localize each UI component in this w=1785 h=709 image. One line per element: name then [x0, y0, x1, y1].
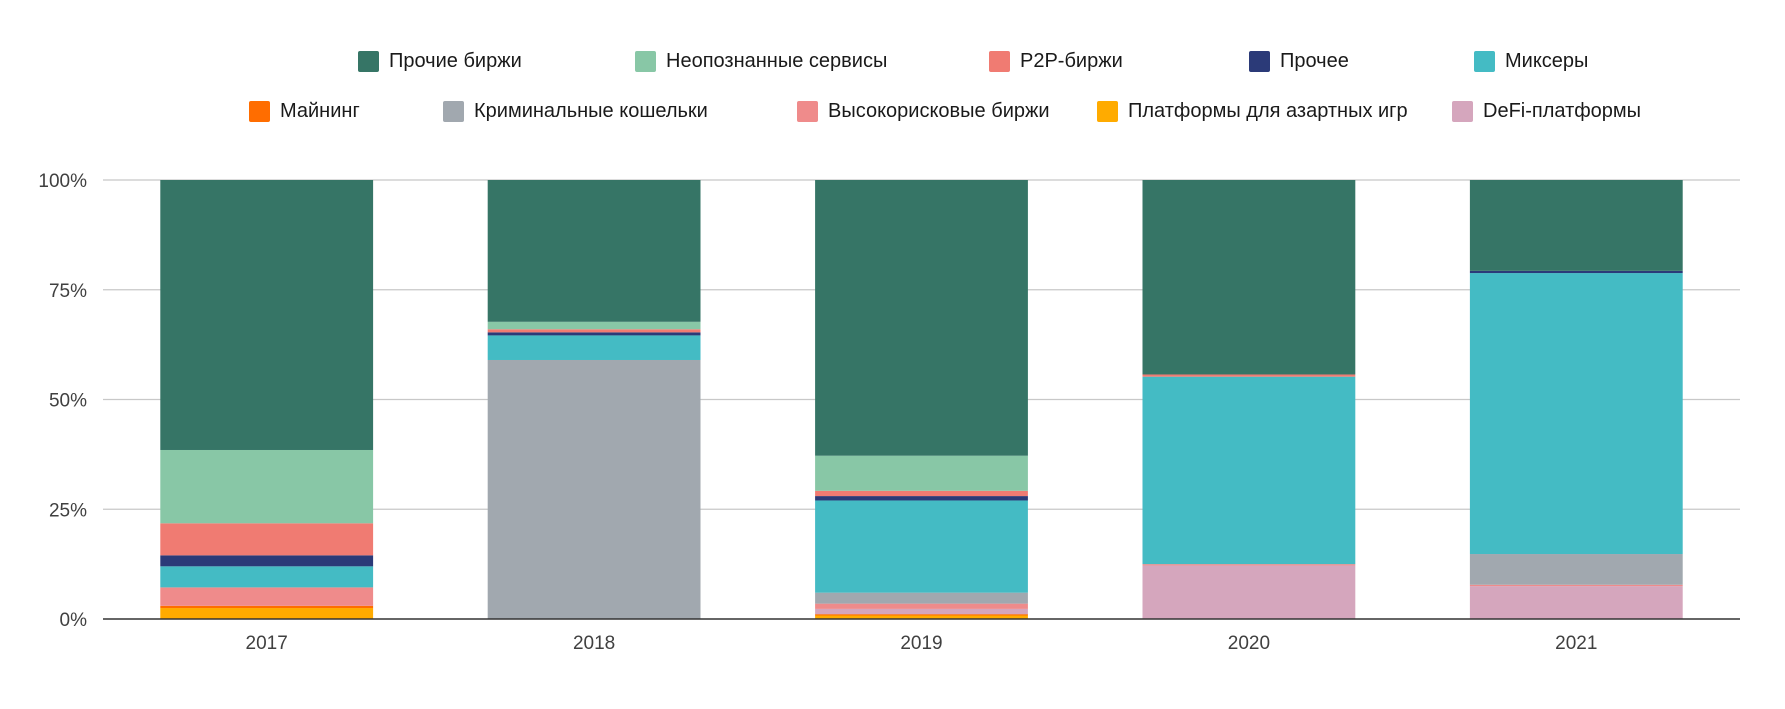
legend-item[interactable]: Криминальные кошельки [443, 100, 708, 123]
legend-swatch [797, 101, 818, 122]
legend-swatch [1474, 51, 1495, 72]
legend-item[interactable]: P2P-биржи [989, 50, 1123, 73]
bar-segment[interactable] [1469, 270, 1683, 274]
bar-segment[interactable] [815, 500, 1028, 593]
bar-segment[interactable] [815, 455, 1028, 491]
x-tick-label: 2021 [1555, 633, 1597, 654]
legend-row-1: Прочие биржи Неопознанные сервисы P2P-би… [0, 50, 1785, 80]
legend-item[interactable]: Платформы для азартных игр [1097, 100, 1408, 123]
bar-segment[interactable] [815, 490, 1028, 497]
y-tick-label: 75% [49, 281, 87, 302]
bar-segment[interactable] [815, 496, 1028, 501]
bar-stack[interactable] [1142, 180, 1356, 619]
bar-segment[interactable] [815, 615, 1028, 619]
y-tick-label: 50% [49, 391, 87, 412]
bar-segment[interactable] [487, 335, 701, 360]
legend-item[interactable]: DeFi-платформы [1452, 100, 1641, 123]
legend-label: DeFi-платформы [1483, 100, 1642, 122]
legend-label: Прочее [1280, 50, 1349, 72]
legend-item[interactable]: Прочие биржи [358, 50, 522, 73]
x-tick-label: 2020 [1228, 633, 1270, 654]
bar-segment[interactable] [1142, 180, 1356, 375]
legend-label: Неопознанные сервисы [666, 50, 888, 72]
bar-segment[interactable] [487, 332, 701, 336]
axes: 0% 25% 50% 75% 100% 2017 2018 2019 2020 2021 [38, 171, 1740, 654]
bar-segment[interactable] [160, 449, 374, 524]
bar-segment[interactable] [815, 614, 1028, 616]
bars [160, 180, 1683, 619]
bar-segment[interactable] [815, 180, 1028, 456]
legend-item[interactable]: Неопознанные сервисы [635, 50, 887, 73]
bar-stack[interactable] [487, 180, 701, 619]
bar-segment[interactable] [487, 359, 701, 619]
legend-label: Миксеры [1505, 50, 1589, 72]
bar-segment[interactable] [487, 321, 701, 330]
legend-label: Высокорисковые биржи [828, 100, 1050, 122]
legend-item[interactable]: Высокорисковые биржи [797, 100, 1050, 123]
legend-label: P2P-биржи [1020, 50, 1123, 72]
bar-segment[interactable] [815, 592, 1028, 604]
bar-segment[interactable] [1142, 376, 1356, 565]
legend-swatch [635, 51, 656, 72]
bar-segment[interactable] [1142, 565, 1356, 619]
bar-segment[interactable] [487, 329, 701, 333]
bar-stack[interactable] [1469, 180, 1683, 619]
bar-segment[interactable] [160, 555, 374, 567]
y-tick-label: 0% [60, 610, 88, 631]
bar-stack[interactable] [160, 180, 374, 619]
legend-swatch [1452, 101, 1473, 122]
legend-label: Криминальные кошельки [474, 100, 708, 122]
bar-stack[interactable] [815, 180, 1028, 619]
bar-segment[interactable] [1469, 554, 1683, 585]
bar-segment[interactable] [815, 603, 1028, 609]
bar-segment[interactable] [160, 587, 374, 606]
legend-label: Платформы для азартных игр [1128, 100, 1408, 122]
legend-swatch [1249, 51, 1270, 72]
x-tick-label: 2019 [900, 633, 942, 654]
bar-segment[interactable] [160, 608, 374, 619]
bar-segment[interactable] [160, 605, 374, 609]
bar-segment[interactable] [160, 180, 374, 450]
bar-segment[interactable] [815, 608, 1028, 615]
legend-item[interactable]: Миксеры [1474, 50, 1588, 73]
legend-item[interactable]: Прочее [1249, 50, 1349, 73]
legend-swatch [1097, 101, 1118, 122]
bar-segment[interactable] [1469, 273, 1683, 555]
y-tick-label: 100% [38, 171, 87, 192]
bar-segment[interactable] [1469, 584, 1683, 587]
bar-segment[interactable] [1142, 374, 1356, 377]
legend-swatch [989, 51, 1010, 72]
x-tick-label: 2018 [573, 633, 615, 654]
legend-label: Прочие биржи [389, 50, 522, 72]
legend-swatch [443, 101, 464, 122]
bar-segment[interactable] [1142, 564, 1356, 566]
x-tick-label: 2017 [246, 633, 288, 654]
legend-item[interactable]: Майнинг [249, 100, 360, 123]
y-tick-label: 25% [49, 500, 87, 521]
legend-swatch [249, 101, 270, 122]
legend-label: Майнинг [280, 100, 360, 122]
bar-segment[interactable] [1469, 180, 1683, 271]
legend-row-2: Майнинг Криминальные кошельки Высокориск… [0, 100, 1785, 130]
bar-segment[interactable] [487, 180, 701, 322]
bar-segment[interactable] [160, 566, 374, 588]
bar-segment[interactable] [160, 523, 374, 556]
bar-segment[interactable] [1469, 586, 1683, 619]
legend-swatch [358, 51, 379, 72]
